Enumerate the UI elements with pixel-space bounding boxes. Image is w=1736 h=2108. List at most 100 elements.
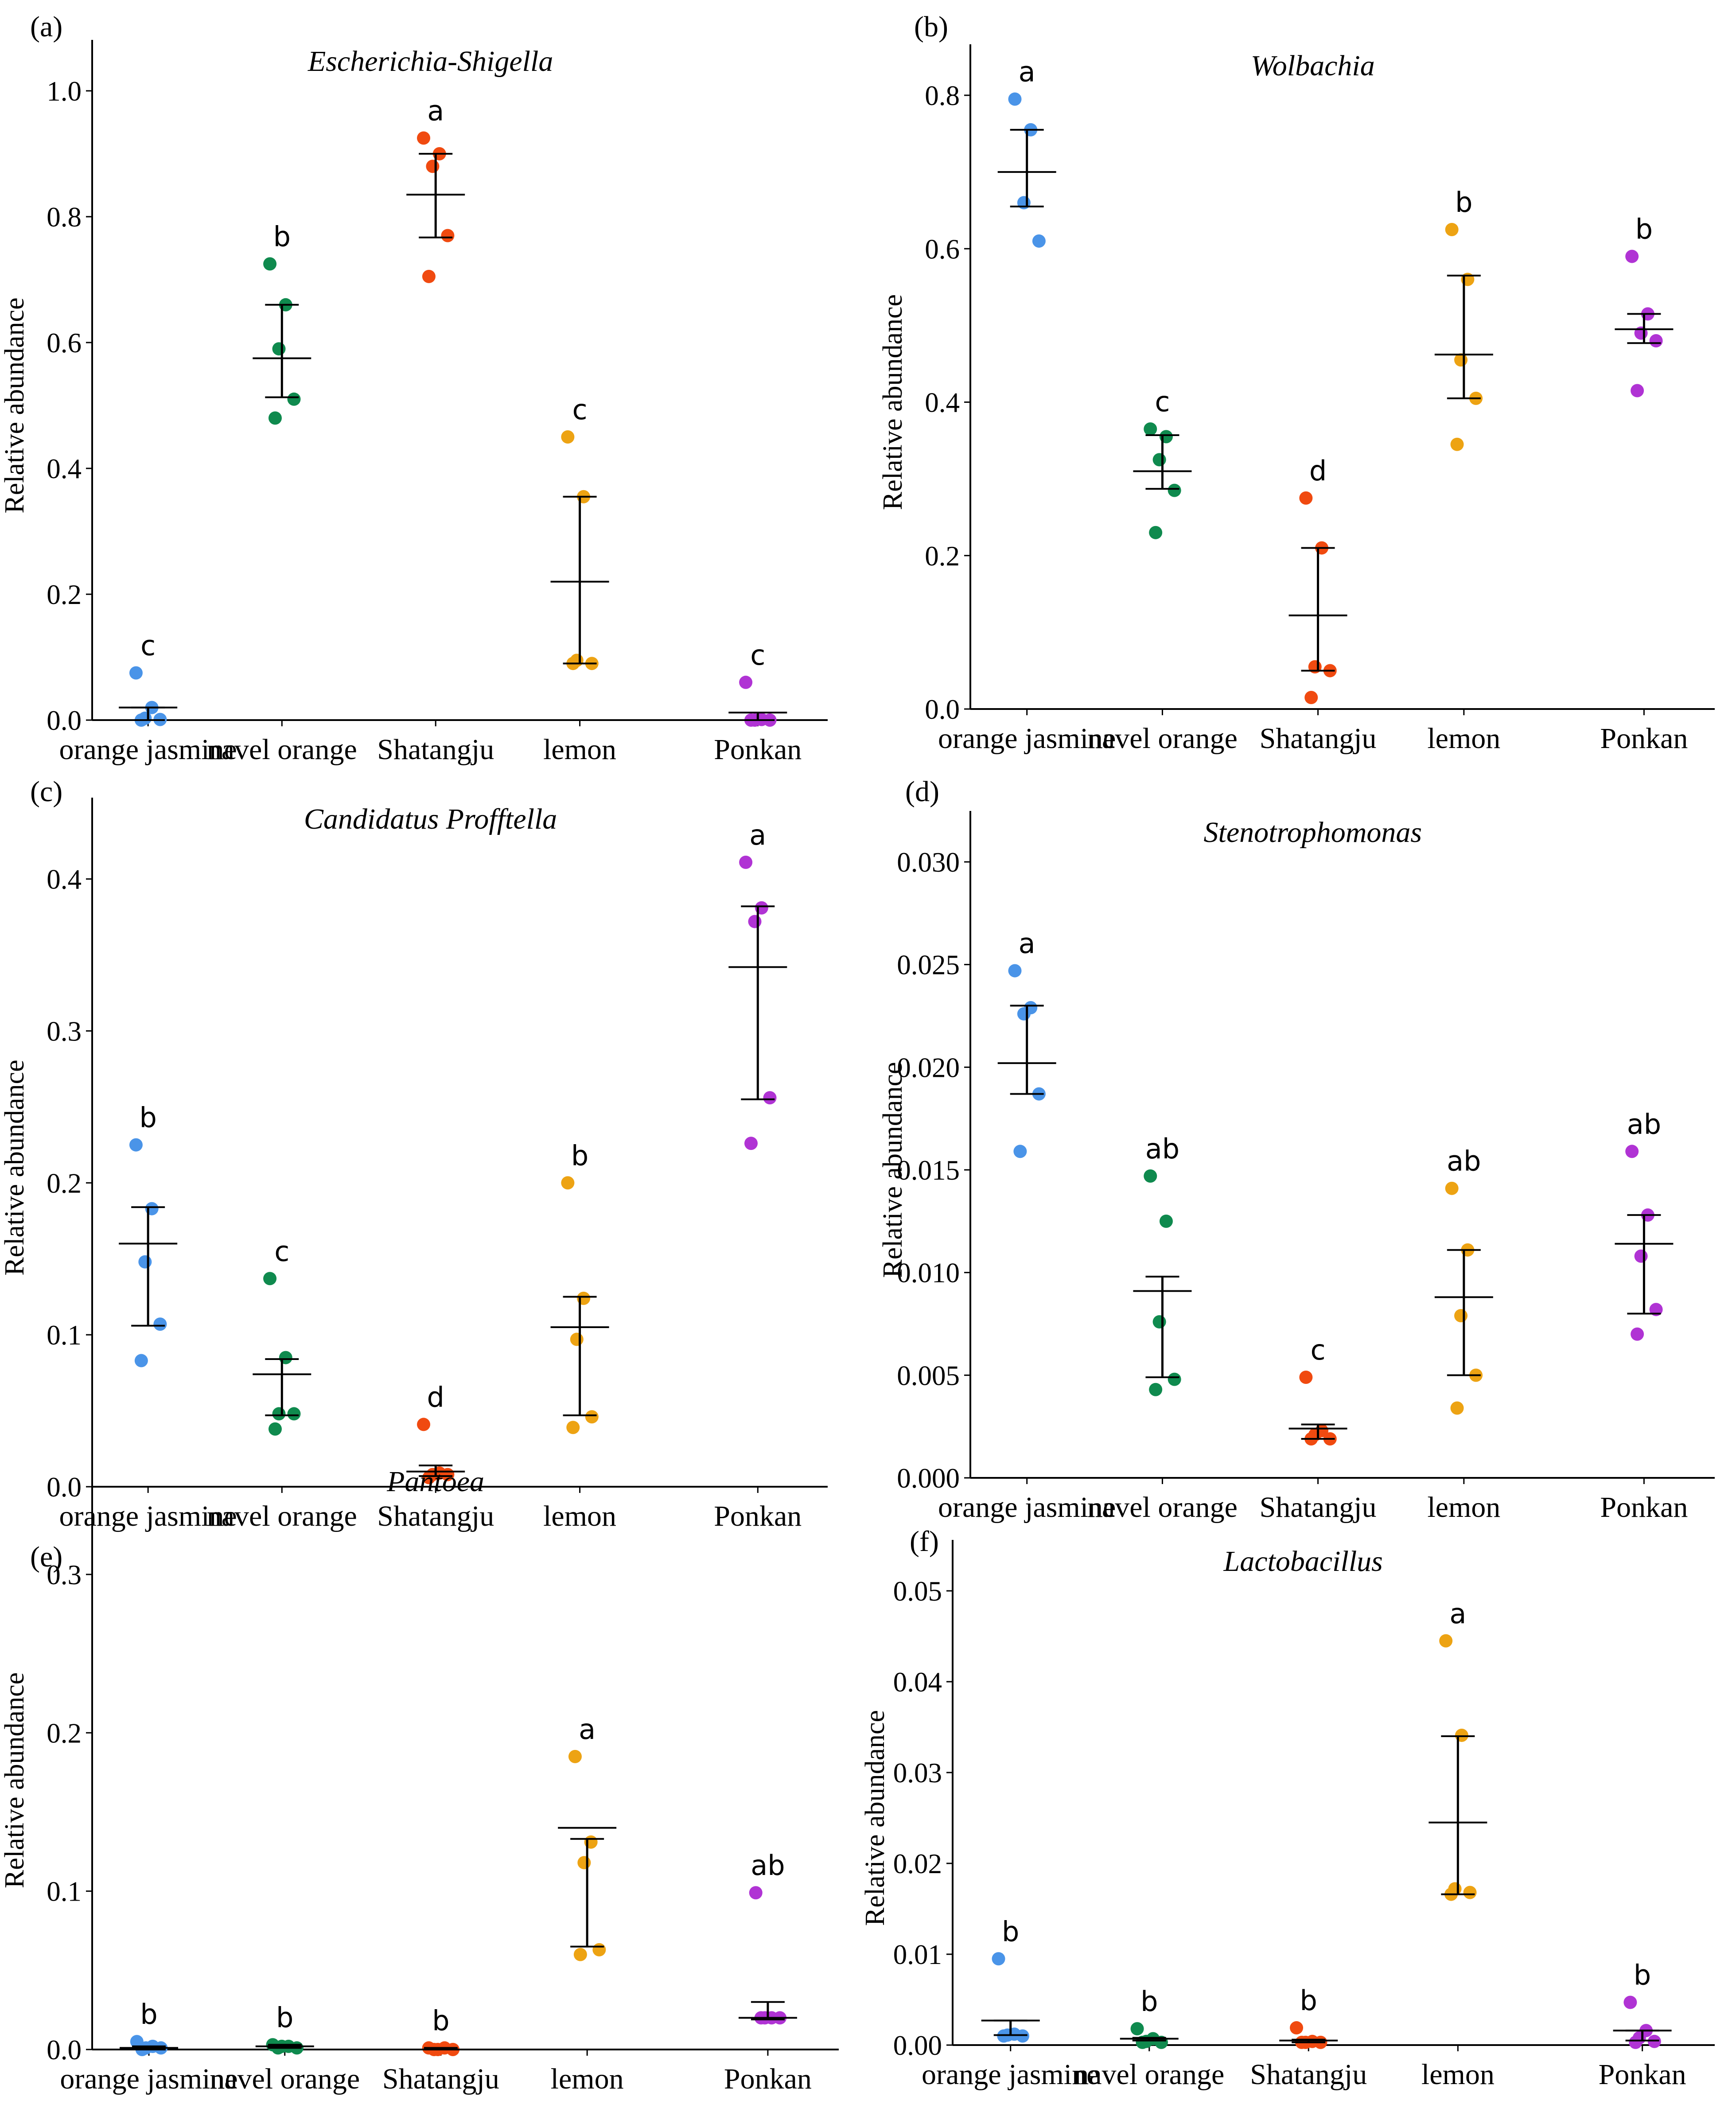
- data-point-ponkan: [763, 1091, 777, 1105]
- data-point-shatangju: [1299, 1370, 1313, 1384]
- data-point-lemon: [570, 1333, 584, 1346]
- significance-letter: b: [139, 1102, 156, 1134]
- data-point-orange-jasmine: [992, 1952, 1005, 1966]
- y-axis-title: Relative abundance: [860, 1710, 890, 1926]
- significance-letter: a: [1019, 56, 1035, 88]
- data-point-navel-orange: [287, 392, 301, 406]
- significance-letter: ab: [751, 1849, 785, 1882]
- x-tick-label: lemon: [1421, 2058, 1495, 2091]
- data-point-ponkan: [1623, 1995, 1637, 2009]
- significance-letter: c: [750, 639, 765, 671]
- data-point-shatangju: [426, 160, 440, 173]
- x-tick-label: Shatangju: [1250, 2058, 1367, 2091]
- y-tick-label: 0.3: [47, 1559, 82, 1590]
- y-tick-label: 0.000: [897, 1463, 960, 1494]
- chart-panel: (c) 0.0 0.1 0.2 0.3 0.4 Relative abundance oran…: [0, 775, 828, 1532]
- y-tick-label: 0.6: [925, 234, 960, 265]
- significance-letter: ab: [1447, 1145, 1481, 1177]
- x-tick-label: Ponkan: [714, 733, 802, 766]
- y-axis-title: Relative abundance: [878, 294, 908, 510]
- y-tick-label: 0.02: [893, 1848, 942, 1879]
- data-point-ponkan: [1649, 334, 1663, 347]
- data-point-navel-orange: [287, 1407, 301, 1421]
- significance-letter: b: [140, 1998, 157, 2030]
- data-point-lemon: [561, 430, 575, 444]
- y-tick-label: 0.020: [897, 1052, 960, 1083]
- data-point-navel-orange: [1130, 2022, 1144, 2036]
- x-tick-label: orange jasmine: [938, 1491, 1116, 1524]
- chart-title: Wolbachia: [1251, 50, 1375, 82]
- y-axis-title: Relative abundance: [0, 1672, 30, 1888]
- data-point-lemon: [1450, 437, 1464, 451]
- y-tick-label: 0.0: [925, 694, 960, 725]
- y-tick-label: 0.4: [47, 864, 82, 895]
- data-point-shatangju: [441, 229, 455, 242]
- data-point-orange-jasmine: [153, 1317, 167, 1331]
- chart-panel: (b) 0.0 0.2 0.4 0.6 0.8 Relative abundance oran…: [878, 11, 1715, 755]
- data-point-lemon: [561, 1176, 575, 1190]
- y-tick-label: 0.4: [47, 453, 82, 484]
- panel-label: (e): [30, 1541, 62, 1573]
- significance-letter: ab: [1145, 1133, 1179, 1165]
- significance-letter: a: [579, 1713, 596, 1746]
- significance-letter: b: [571, 1139, 588, 1172]
- data-point-ponkan: [739, 855, 753, 869]
- y-tick-label: 0.4: [925, 387, 960, 418]
- x-tick-label: orange jasmine: [938, 722, 1116, 755]
- data-point-navel-orange: [1149, 1383, 1163, 1396]
- data-point-lemon: [566, 1421, 580, 1434]
- significance-letter: a: [749, 819, 766, 851]
- data-point-orange-jasmine: [1032, 234, 1046, 248]
- data-point-ponkan: [1631, 384, 1644, 397]
- data-point-shatangju: [417, 1418, 431, 1431]
- y-axis-title: Relative abundance: [0, 1060, 30, 1275]
- data-point-shatangju: [1304, 691, 1318, 705]
- significance-letter: b: [1300, 1984, 1317, 2017]
- significance-letter: a: [1019, 927, 1035, 960]
- data-point-orange-jasmine: [129, 666, 143, 680]
- x-tick-label: lemon: [1427, 722, 1500, 755]
- significance-letter: c: [1311, 1334, 1326, 1366]
- x-tick-label: orange jasmine: [922, 2058, 1099, 2091]
- panel-label: (c): [30, 775, 62, 808]
- data-point-lemon: [577, 1856, 591, 1870]
- data-point-orange-jasmine: [997, 2029, 1011, 2043]
- data-point-shatangju: [417, 131, 431, 145]
- x-tick-label: Shatangju: [382, 2063, 499, 2095]
- x-tick-label: navel orange: [1087, 1491, 1238, 1524]
- data-point-ponkan: [749, 1886, 763, 1900]
- significance-letter: b: [432, 2004, 449, 2037]
- data-point-lemon: [1463, 1886, 1477, 1899]
- data-point-navel-orange: [1144, 422, 1157, 436]
- data-point-ponkan: [1634, 1249, 1648, 1263]
- data-point-shatangju: [1299, 491, 1313, 505]
- data-point-lemon: [1439, 1634, 1453, 1648]
- significance-letter: c: [572, 394, 588, 426]
- y-tick-label: 0.03: [893, 1757, 942, 1788]
- data-point-ponkan: [1647, 2034, 1661, 2048]
- chart-title: Candidatus Profftella: [304, 803, 557, 835]
- y-tick-label: 0.04: [893, 1667, 942, 1698]
- significance-letter: c: [1155, 386, 1170, 418]
- data-point-navel-orange: [1152, 453, 1166, 467]
- chart-title: Pantoea: [386, 1465, 484, 1498]
- x-tick-label: lemon: [1427, 1491, 1500, 1524]
- x-tick-label: navel orange: [210, 2063, 360, 2095]
- y-tick-label: 0.015: [897, 1155, 960, 1186]
- data-point-orange-jasmine: [1008, 964, 1022, 978]
- y-tick-label: 0.2: [925, 541, 960, 572]
- data-point-navel-orange: [263, 1272, 277, 1286]
- y-tick-label: 1.0: [47, 76, 82, 107]
- x-tick-label: orange jasmine: [60, 2063, 237, 2095]
- significance-letter: a: [427, 95, 444, 127]
- data-point-lemon: [1450, 1401, 1464, 1415]
- data-point-navel-orange: [272, 1407, 286, 1421]
- data-point-lemon: [592, 1943, 606, 1956]
- x-tick-label: navel orange: [1074, 2058, 1224, 2091]
- y-tick-label: 0.3: [47, 1016, 82, 1047]
- data-point-lemon: [568, 1750, 582, 1763]
- x-tick-label: Ponkan: [714, 1500, 802, 1532]
- x-tick-label: lemon: [543, 733, 616, 766]
- y-tick-label: 0.00: [893, 2030, 942, 2061]
